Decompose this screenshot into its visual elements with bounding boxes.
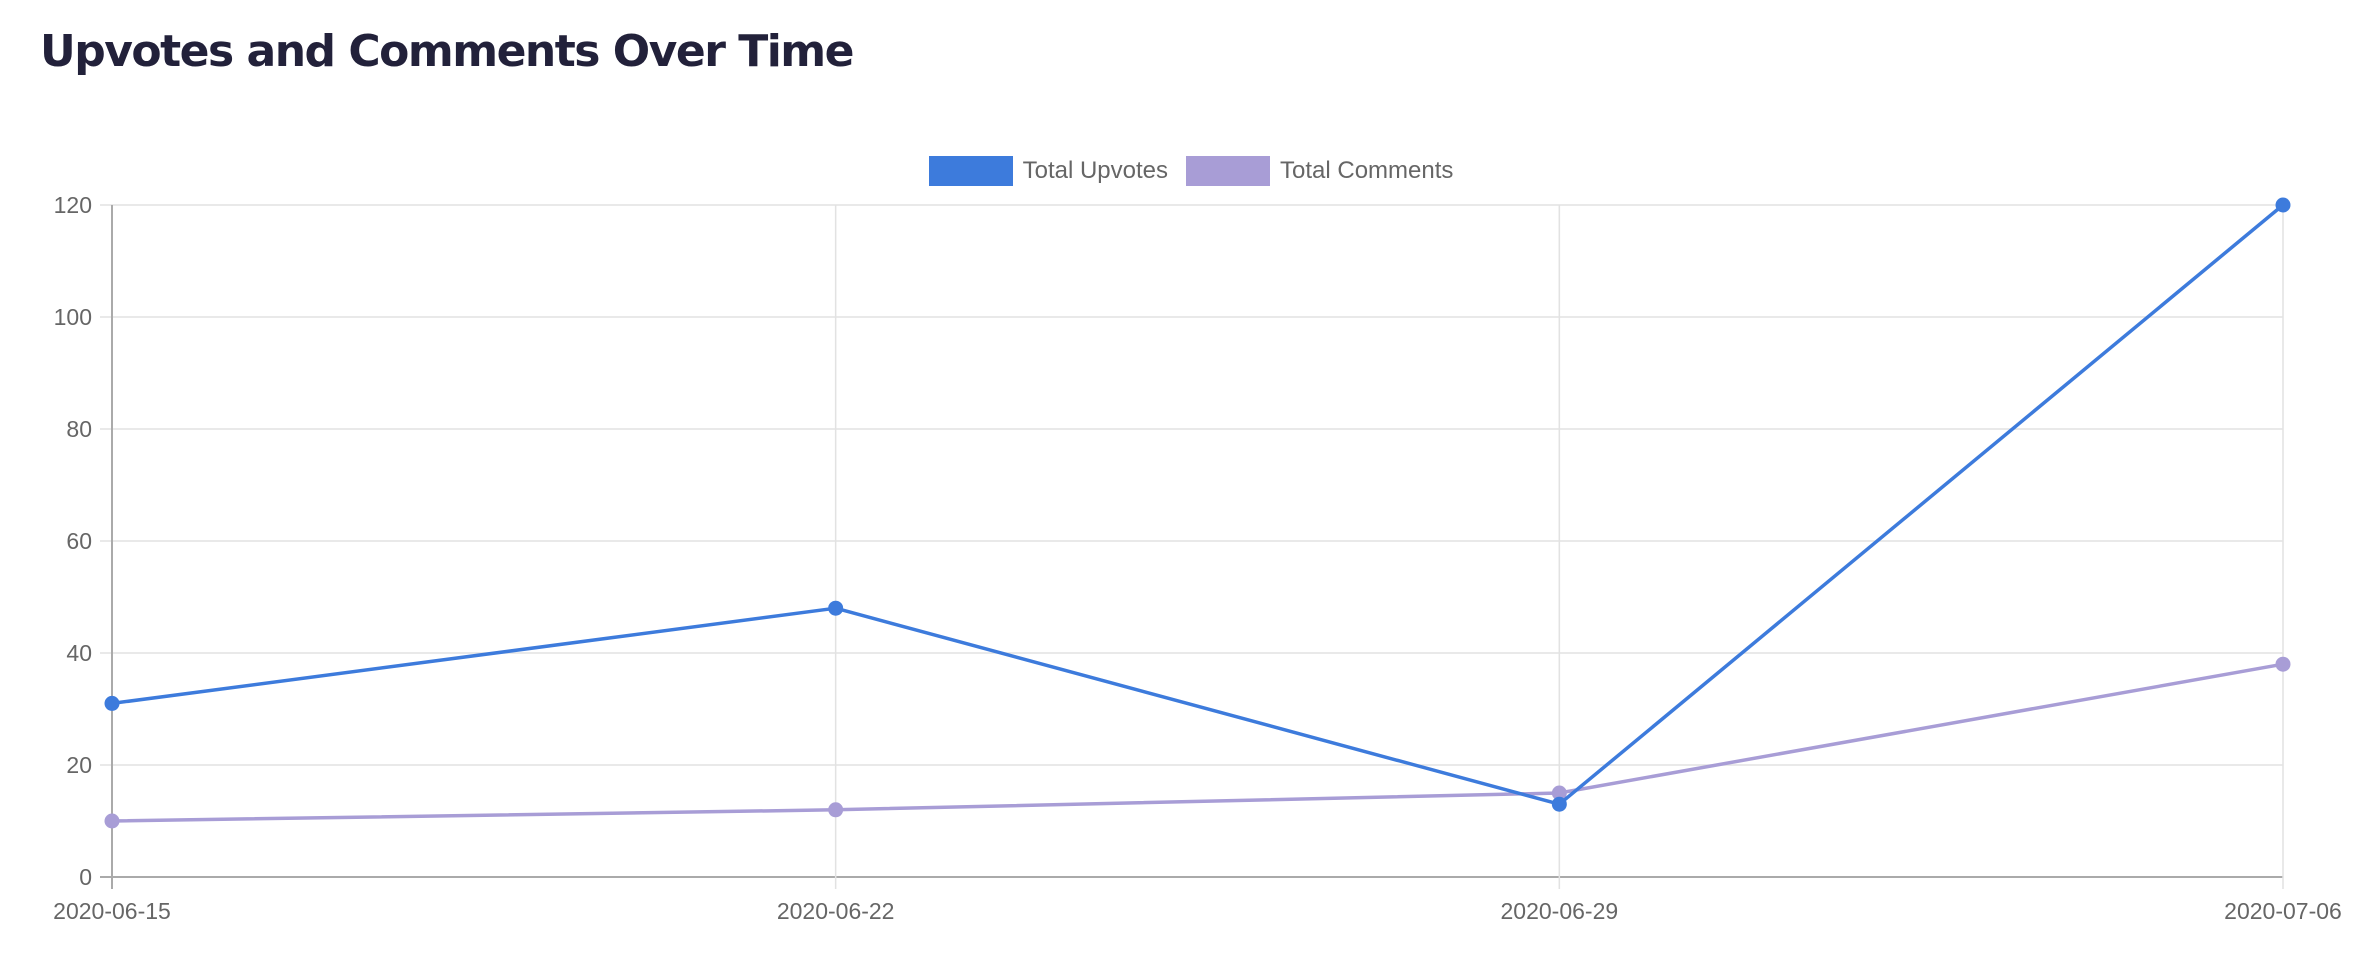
legend-item-comments[interactable]: Total Comments <box>1186 156 1453 186</box>
data-point-comments[interactable] <box>104 813 120 829</box>
y-tick-label: 120 <box>54 192 92 218</box>
data-point-upvotes[interactable] <box>104 695 120 711</box>
chart-legend: Total Upvotes Total Comments <box>0 156 2370 186</box>
y-tick-label: 80 <box>66 416 92 442</box>
data-point-comments[interactable] <box>828 802 844 818</box>
chart-title: Upvotes and Comments Over Time <box>40 26 855 77</box>
x-tick-label: 2020-06-29 <box>1501 898 1619 924</box>
legend-label: Total Comments <box>1280 157 1454 184</box>
legend-item-upvotes[interactable]: Total Upvotes <box>928 156 1168 186</box>
series-line-comments <box>111 662 2284 823</box>
legend-swatch-upvotes <box>928 156 1013 186</box>
x-tick-label: 2020-07-06 <box>2224 898 2342 924</box>
legend-swatch-comments <box>1186 156 1270 186</box>
y-tick-label: 40 <box>66 640 92 666</box>
y-tick-label: 60 <box>66 528 92 554</box>
series-line-upvotes <box>111 203 2285 806</box>
x-tick-label: 2020-06-22 <box>777 898 895 924</box>
data-point-upvotes[interactable] <box>1551 796 1567 812</box>
y-tick-label: 100 <box>54 304 92 330</box>
legend-label: Total Upvotes <box>1022 157 1168 184</box>
data-point-comments[interactable] <box>1551 785 1567 801</box>
data-point-comments[interactable] <box>2275 656 2291 672</box>
x-tick-label: 2020-06-15 <box>53 898 171 924</box>
data-point-upvotes[interactable] <box>2275 197 2291 213</box>
y-tick-label: 20 <box>66 752 92 778</box>
data-point-upvotes[interactable] <box>828 600 844 616</box>
y-tick-label: 0 <box>79 864 92 890</box>
